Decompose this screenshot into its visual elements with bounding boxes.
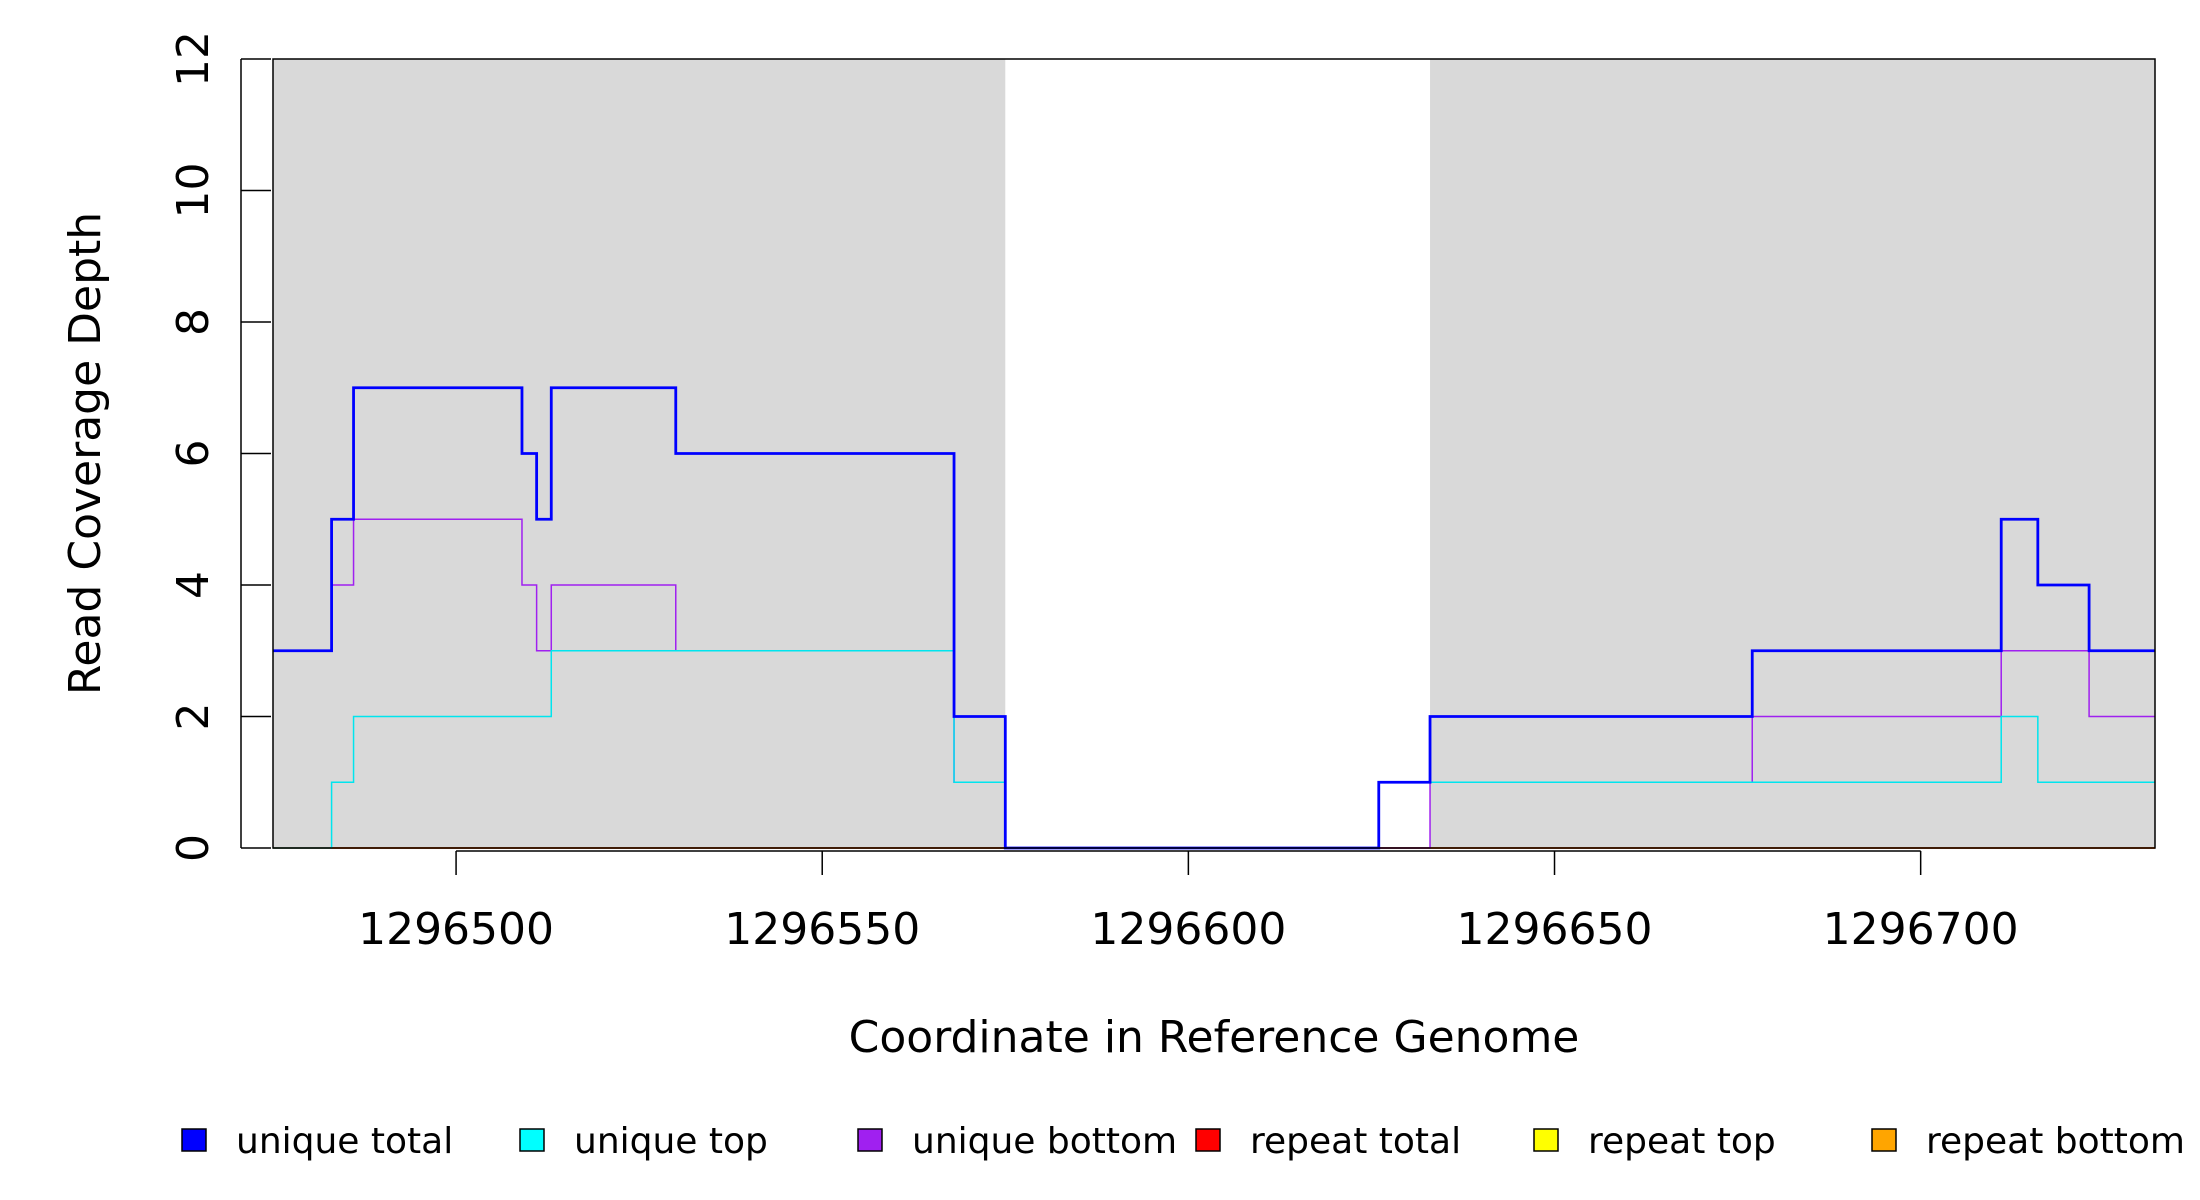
legend-label-unique-total: unique total: [236, 1121, 453, 1162]
shaded-region-1: [1430, 59, 2155, 848]
x-tick-label: 1296500: [358, 904, 554, 955]
legend-swatch-repeat-bottom: [1871, 1128, 1897, 1152]
shaded-regions: [273, 59, 2155, 848]
x-tick-label: 1296650: [1457, 904, 1653, 955]
y-tick-label: 6: [168, 440, 219, 468]
x-axis: 1296500 1296550 1296600 1296650 1296700: [358, 850, 2019, 955]
plot-frame: [272, 58, 2156, 849]
y-axis: 0 2 4 6 8 10 12: [168, 31, 271, 862]
y-tick-label: 4: [168, 571, 219, 599]
legend-swatch-repeat-top: [1533, 1128, 1559, 1152]
y-tick-label: 12: [168, 31, 219, 87]
y-axis-label: Read Coverage Depth: [60, 212, 111, 695]
legend-label-repeat-total: repeat total: [1250, 1121, 1461, 1162]
y-tick-label: 0: [168, 834, 219, 862]
y-tick-label: 10: [168, 163, 219, 219]
x-axis-label: Coordinate in Reference Genome: [849, 1012, 1580, 1063]
legend-label-repeat-bottom: repeat bottom: [1926, 1121, 2185, 1162]
legend-swatch-unique-top: [519, 1128, 545, 1152]
x-tick-label: 1296600: [1090, 904, 1286, 955]
legend-label-unique-top: unique top: [574, 1121, 768, 1162]
series-line-unique-total: [273, 386, 2155, 850]
y-tick-label: 8: [168, 308, 219, 336]
y-tick-label: 2: [168, 703, 219, 731]
legend-swatch-unique-bottom: [857, 1128, 883, 1152]
x-tick-label: 1296550: [724, 904, 920, 955]
x-tick-label: 1296700: [1823, 904, 2019, 955]
legend-swatch-unique-total: [181, 1128, 207, 1152]
legend-swatch-repeat-total: [1195, 1128, 1221, 1152]
legend-label-unique-bottom: unique bottom: [912, 1121, 1177, 1162]
legend: unique total unique top unique bottom repea…: [181, 1121, 2185, 1162]
legend-label-repeat-top: repeat top: [1588, 1121, 1776, 1162]
